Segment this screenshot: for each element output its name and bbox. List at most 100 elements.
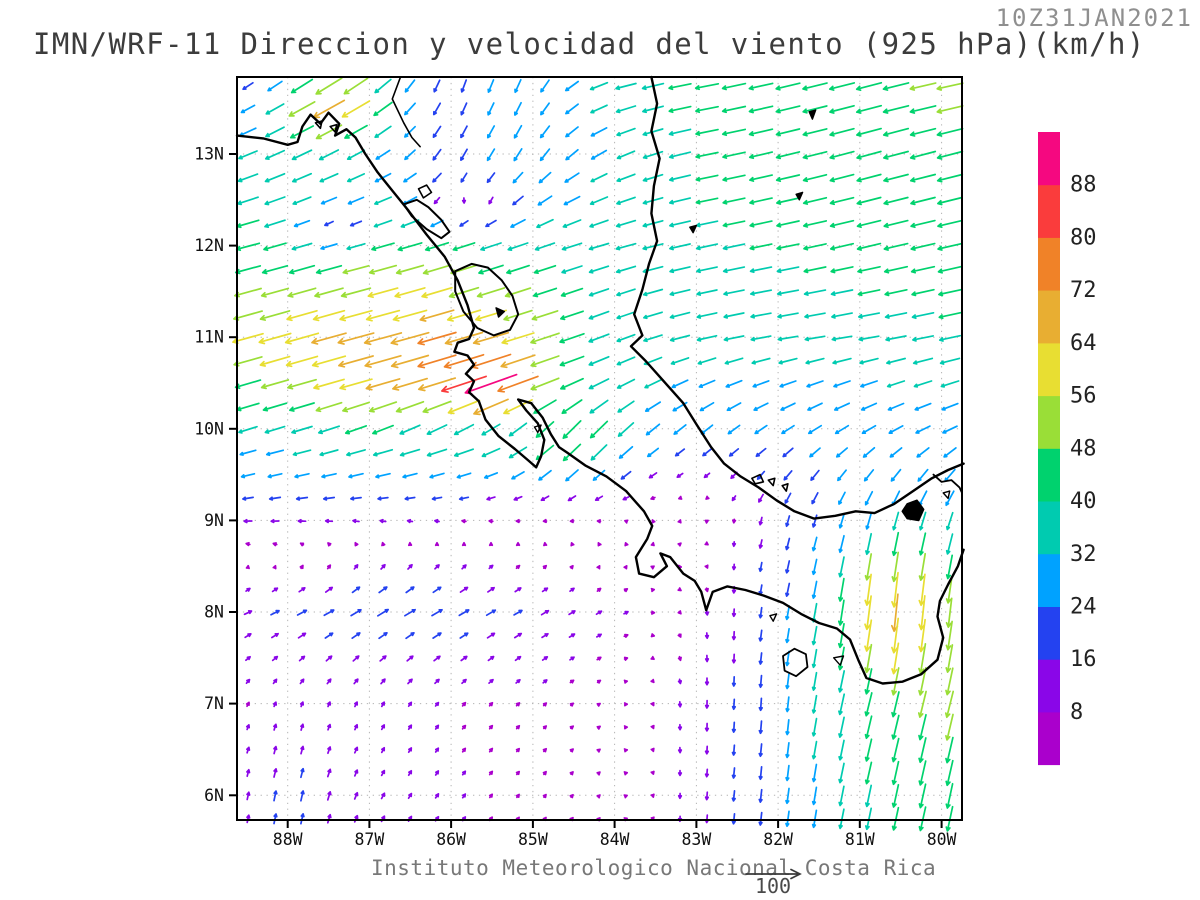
- wind-arrow: [346, 149, 366, 160]
- wind-arrow: [702, 448, 712, 457]
- wind-arrow: [374, 172, 392, 183]
- wind-arrow: [353, 564, 359, 570]
- wind-arrow: [672, 401, 688, 412]
- wind-arrow: [592, 469, 606, 481]
- wind-arrow: [379, 655, 387, 662]
- wind-arrow: [461, 724, 467, 730]
- wind-arrow: [568, 633, 576, 638]
- wind-arrow: [460, 79, 468, 93]
- wind-arrow: [677, 655, 682, 662]
- wind-arrow: [642, 219, 664, 228]
- x-axis-tick-label: 84W: [600, 830, 630, 849]
- wind-arrow: [399, 448, 421, 457]
- wind-arrow: [617, 422, 635, 437]
- wind-arrow: [540, 79, 550, 93]
- wind-arrow: [643, 311, 663, 320]
- wind-arrow: [775, 128, 801, 137]
- wind-arrow: [918, 573, 926, 607]
- wind-arrow: [837, 622, 845, 649]
- wind-arrow: [936, 105, 964, 114]
- wind-arrow: [806, 380, 824, 388]
- wind-arrow: [864, 573, 872, 606]
- wind-arrow: [443, 353, 485, 369]
- wind-arrow: [677, 633, 682, 638]
- wind-arrow: [541, 656, 549, 661]
- wind-arrow: [802, 128, 828, 137]
- wind-arrow: [291, 242, 313, 251]
- wind-arrow: [273, 723, 278, 731]
- wind-arrow: [615, 82, 637, 91]
- wind-arrow: [731, 495, 737, 502]
- coastline-san-blas-islet: [942, 490, 951, 500]
- wind-arrow: [864, 807, 873, 831]
- wind-arrow: [758, 674, 763, 689]
- wind-arrow: [459, 586, 469, 593]
- wind-arrow: [589, 219, 609, 228]
- wind-arrow: [804, 312, 826, 319]
- wind-arrow: [829, 173, 855, 183]
- wind-arrow: [596, 817, 601, 822]
- wind-arrow: [704, 541, 709, 546]
- wind-arrow: [353, 746, 359, 754]
- wind-arrow: [475, 309, 507, 322]
- wind-arrow: [749, 174, 773, 182]
- wind-arrow: [503, 399, 533, 415]
- wind-arrow: [258, 332, 292, 345]
- wind-arrow: [758, 652, 763, 665]
- wind-arrow: [380, 724, 386, 731]
- coastline-coiba-island: [782, 647, 809, 678]
- wind-arrow: [864, 784, 873, 808]
- wind-arrow: [802, 82, 828, 91]
- wind-arrow: [811, 536, 818, 552]
- colorbar-segment: [1038, 501, 1060, 555]
- wind-arrow: [431, 608, 443, 617]
- wind-arrow: [292, 196, 312, 206]
- wind-arrow: [918, 806, 927, 832]
- wind-arrow: [731, 540, 737, 548]
- wind-arrow: [677, 610, 682, 615]
- wind-arrow: [472, 331, 510, 346]
- wind-arrow: [433, 655, 441, 662]
- wind-arrow: [755, 447, 767, 458]
- wind-arrow: [803, 266, 827, 274]
- wind-arrow: [838, 716, 845, 738]
- wind-arrow: [588, 378, 610, 390]
- wind-arrow: [677, 792, 683, 800]
- wind-arrow: [910, 242, 936, 251]
- wind-arrow: [433, 79, 441, 93]
- wind-arrow: [432, 102, 442, 116]
- wind-arrow: [319, 449, 339, 457]
- coastline-corn-island: [689, 224, 698, 234]
- wind-arrow: [503, 309, 533, 322]
- wind-arrow: [326, 564, 332, 570]
- colorbar-segment: [1038, 395, 1060, 449]
- coastline-nicoya-gulf-islet: [533, 424, 542, 434]
- wind-arrow: [785, 627, 790, 644]
- wind-arrow: [296, 609, 308, 616]
- wind-arrow: [326, 678, 332, 685]
- wind-arrow: [911, 288, 935, 297]
- wind-arrow: [623, 588, 629, 593]
- wind-arrow: [317, 425, 341, 435]
- coastlines: [235, 75, 965, 685]
- wind-arrow: [488, 518, 494, 524]
- wind-arrow: [270, 609, 280, 616]
- wind-arrow: [397, 242, 423, 252]
- wind-arrow: [569, 656, 575, 661]
- wind-arrow: [344, 425, 368, 435]
- wind-arrow: [749, 266, 773, 274]
- wind-arrow: [891, 691, 900, 718]
- wind-arrow: [353, 814, 359, 823]
- wind-arrow: [856, 242, 882, 251]
- wind-arrow: [728, 448, 740, 457]
- graticule: [237, 77, 962, 820]
- wind-arrow: [704, 722, 710, 732]
- wind-arrow: [240, 104, 256, 114]
- wind-arrow: [704, 654, 710, 663]
- wind-arrow: [404, 102, 416, 116]
- wind-arrow: [856, 127, 882, 137]
- wind-arrow: [831, 312, 853, 319]
- wind-arrow: [785, 810, 790, 828]
- wind-arrow: [912, 335, 934, 342]
- wind-arrow: [678, 495, 683, 500]
